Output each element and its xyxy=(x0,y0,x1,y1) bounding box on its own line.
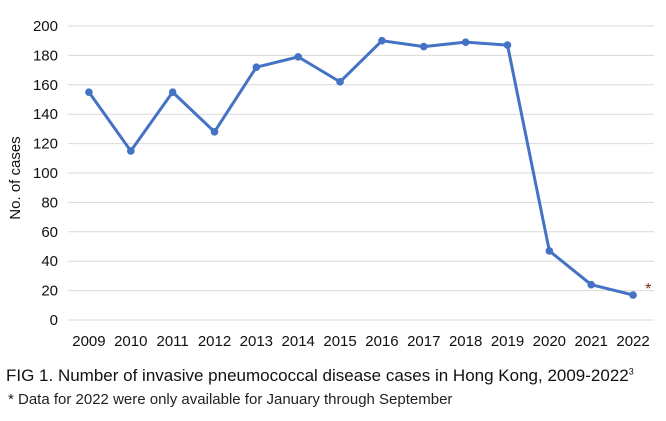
x-tick-label: 2014 xyxy=(282,333,315,350)
x-tick-label: 2019 xyxy=(491,333,524,350)
data-point xyxy=(378,36,386,45)
x-tick-label: 2018 xyxy=(449,333,482,350)
data-point xyxy=(126,147,135,155)
x-tick-label: 2012 xyxy=(198,333,231,350)
x-tick-label: 2013 xyxy=(240,333,273,350)
y-tick-label: 100 xyxy=(33,165,58,182)
data-point xyxy=(294,53,303,61)
data-point xyxy=(461,38,470,46)
y-axis-label: No. of cases xyxy=(7,136,24,219)
annotations: * xyxy=(645,281,651,298)
gridlines xyxy=(68,25,654,321)
y-tick-label: 40 xyxy=(41,253,58,270)
x-tick-label: 2015 xyxy=(323,333,356,350)
data-point xyxy=(419,42,428,51)
y-tick-label: 200 xyxy=(33,18,58,35)
data-point xyxy=(168,88,177,96)
figure-caption: FIG 1. Number of invasive pneumococcal d… xyxy=(6,366,656,386)
caption-text: FIG 1. Number of invasive pneumococcal d… xyxy=(6,366,629,385)
caption-reference: 3 xyxy=(628,366,634,377)
y-tick-label: 60 xyxy=(41,224,58,241)
data-point xyxy=(85,88,93,96)
x-tick-label: 2009 xyxy=(72,333,105,350)
annotation-asterisk: * xyxy=(645,281,651,298)
x-tick-label: 2021 xyxy=(575,333,608,350)
x-tick-label: 2010 xyxy=(114,333,147,350)
y-tick-label: 80 xyxy=(41,194,58,211)
line-chart: 0 20 40 60 80 100 120 140 160 180 200 2009 2010 2011… xyxy=(7,18,654,350)
y-tick-label: 160 xyxy=(33,77,58,94)
x-tick-label: 2022 xyxy=(616,333,649,350)
series xyxy=(85,36,637,299)
data-point xyxy=(545,247,554,255)
data-point xyxy=(336,78,344,86)
series-line xyxy=(87,39,634,297)
x-tick-label: 2016 xyxy=(365,333,398,350)
data-point xyxy=(252,63,261,71)
data-point xyxy=(210,128,219,136)
data-point xyxy=(503,41,512,49)
data-point xyxy=(587,280,596,289)
x-axis-ticks: 2009 2010 2011 2012 2013 2014 2015 2016 2017 2018… xyxy=(72,333,650,350)
y-tick-label: 20 xyxy=(41,283,58,300)
y-tick-label: 140 xyxy=(33,106,58,123)
y-tick-label: 120 xyxy=(33,136,58,153)
y-tick-label: 180 xyxy=(33,47,58,64)
data-point xyxy=(629,291,637,299)
y-tick-label: 0 xyxy=(50,312,58,329)
x-tick-label: 2020 xyxy=(533,333,566,350)
footnote: * Data for 2022 were only available for … xyxy=(8,391,453,408)
x-tick-label: 2017 xyxy=(407,333,440,350)
x-tick-label: 2011 xyxy=(157,333,189,350)
y-axis-ticks: 0 20 40 60 80 100 120 140 160 180 200 xyxy=(33,18,58,329)
